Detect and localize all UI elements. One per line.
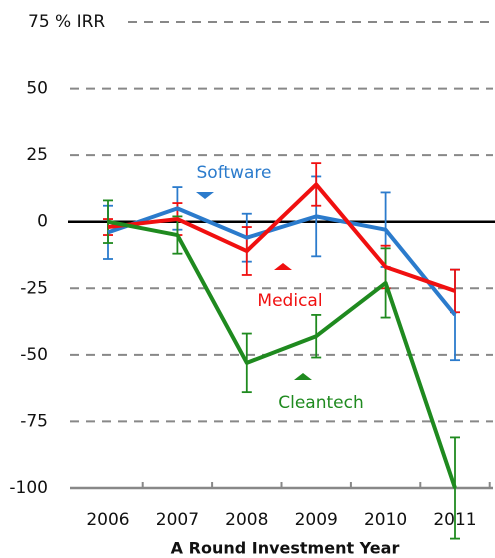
y-tick-label: -50 (20, 345, 48, 365)
y-tick-label: 75 % IRR (28, 12, 105, 32)
y-tick-label: -25 (20, 278, 48, 298)
label-marker (274, 263, 292, 270)
y-tick-label: -100 (9, 478, 48, 498)
series-line (107, 219, 457, 489)
y-tick-label: 50 (26, 79, 48, 99)
x-tick-label: 2007 (156, 510, 199, 530)
y-tick-label: 25 (26, 145, 48, 165)
y-tick-label: -75 (20, 411, 48, 431)
series-label: Cleantech (278, 393, 364, 413)
x-tick-label: 2010 (364, 510, 407, 530)
series-line (107, 182, 456, 293)
label-marker (294, 373, 312, 380)
series-label: Software (197, 163, 272, 183)
x-tick-label: 2009 (295, 510, 338, 530)
x-tick-label: 2008 (225, 510, 268, 530)
x-axis-title: A Round Investment Year (171, 539, 400, 558)
series-label: Medical (257, 291, 322, 311)
y-tick-label: 0 (37, 212, 48, 232)
label-marker (196, 192, 214, 199)
x-tick-label: 2006 (86, 510, 129, 530)
series-line (107, 206, 457, 317)
